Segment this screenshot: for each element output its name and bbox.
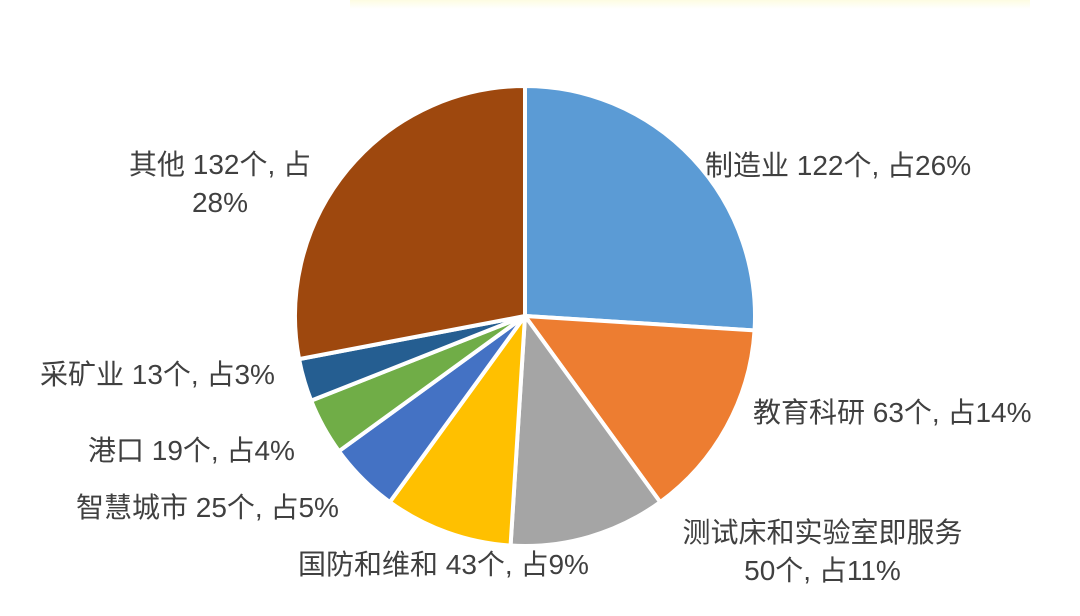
slice-label-education-research: 教育科研 63个, 占14% xyxy=(753,397,1032,428)
slice-label-manufacturing: 制造业 122个, 占26% xyxy=(705,150,972,181)
slice-label-testbed-lab-as-a-service: 测试床和实验室即服务 50个, 占11% xyxy=(682,517,963,586)
pie-slice-defense-peacekeeping xyxy=(387,314,527,548)
slice-label-others: 其他 132个, 占 28% xyxy=(128,149,312,218)
slice-label-defense-peacekeeping: 国防和维和 43个, 占9% xyxy=(298,549,589,580)
slice-label-smart-city: 智慧城市 25个, 占5% xyxy=(76,492,339,523)
pie-slice-education-research xyxy=(523,314,757,505)
pie-slice-manufacturing xyxy=(523,84,757,333)
slice-label-port: 港口 19个, 占4% xyxy=(88,435,295,466)
pie-slice-testbed-lab-as-a-service xyxy=(508,314,663,548)
slice-label-mining: 采矿业 13个, 占3% xyxy=(40,359,275,390)
pie-slice-others xyxy=(293,84,527,362)
